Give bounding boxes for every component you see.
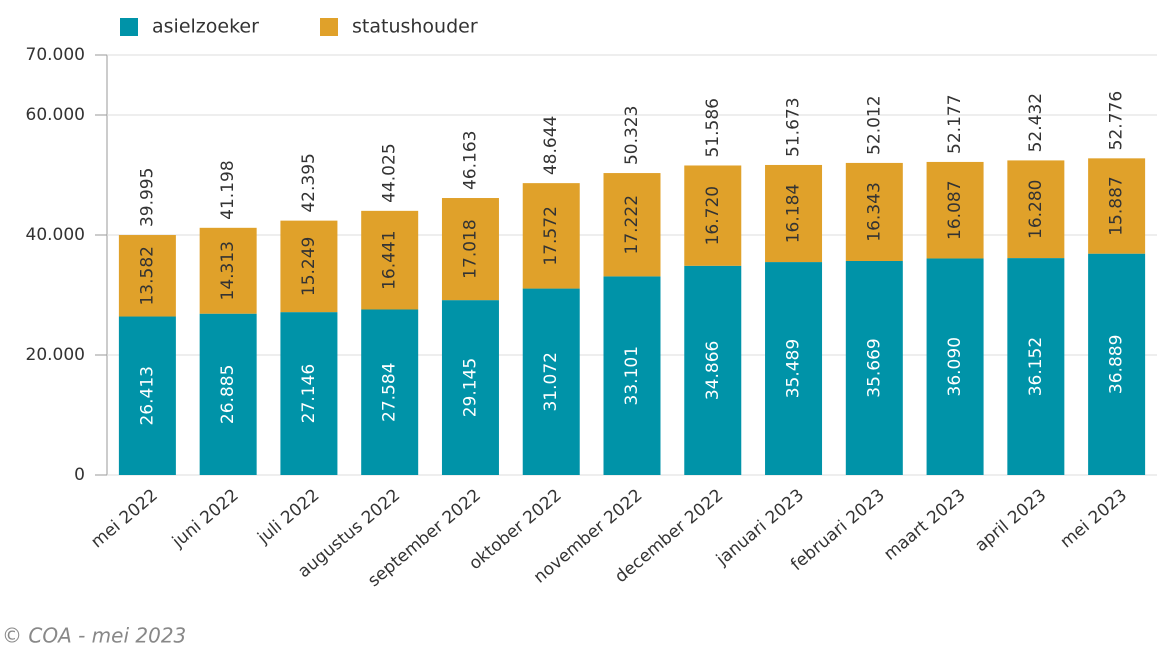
total-label: 52.432 bbox=[1026, 93, 1046, 152]
bar-segment bbox=[1088, 253, 1146, 475]
bar-segment bbox=[1007, 160, 1065, 259]
bar-segment bbox=[280, 312, 338, 475]
value-label: 26.885 bbox=[218, 365, 238, 424]
bar-segment bbox=[603, 173, 661, 277]
bar-segment bbox=[199, 227, 257, 314]
value-label: 33.101 bbox=[622, 346, 642, 405]
bar-segment bbox=[199, 313, 257, 475]
total-label: 46.163 bbox=[460, 131, 480, 190]
value-label: 36.889 bbox=[1107, 335, 1127, 394]
total-label: 50.323 bbox=[622, 106, 642, 165]
total-label: 41.198 bbox=[218, 160, 238, 219]
value-label: 34.866 bbox=[703, 341, 723, 400]
value-label: 31.072 bbox=[541, 352, 561, 411]
bar-segment bbox=[684, 165, 742, 266]
value-label: 29.145 bbox=[460, 358, 480, 417]
total-label: 52.012 bbox=[864, 95, 884, 154]
source: © COA - mei 2023 bbox=[2, 624, 186, 648]
legend-label: statushouder bbox=[352, 16, 478, 38]
value-label: 26.413 bbox=[137, 366, 157, 425]
bar-segment bbox=[1088, 158, 1146, 254]
value-label: 17.572 bbox=[541, 206, 561, 265]
bar-segment bbox=[441, 300, 499, 475]
bar-segment bbox=[361, 210, 419, 310]
value-label: 16.087 bbox=[945, 180, 965, 239]
value-label: 36.152 bbox=[1026, 337, 1046, 396]
total-label: 39.995 bbox=[137, 168, 157, 227]
total-label: 52.177 bbox=[945, 94, 965, 153]
value-label: 17.018 bbox=[460, 219, 480, 278]
value-label: 15.249 bbox=[299, 237, 319, 296]
bar-segment bbox=[361, 309, 419, 475]
bar-segment bbox=[1007, 258, 1065, 475]
bar-segment bbox=[765, 164, 823, 263]
total-label: 42.395 bbox=[299, 153, 319, 212]
value-label: 16.343 bbox=[864, 182, 884, 241]
x-tick-label: maart 2023 bbox=[880, 485, 969, 564]
y-tick-label: 60.000 bbox=[26, 105, 85, 125]
x-tick-label: mei 2022 bbox=[87, 485, 161, 552]
bar-segment bbox=[926, 161, 984, 259]
value-label: 35.489 bbox=[784, 339, 804, 398]
bar-segment bbox=[280, 220, 338, 313]
x-tick-label: juni 2022 bbox=[168, 485, 243, 552]
value-label: 36.090 bbox=[945, 337, 965, 396]
value-label: 15.887 bbox=[1107, 176, 1127, 235]
x-tick-label: april 2023 bbox=[971, 485, 1050, 556]
value-label: 13.582 bbox=[137, 246, 157, 305]
y-tick-label: 40.000 bbox=[26, 225, 85, 245]
x-tick-label: mei 2023 bbox=[1057, 485, 1131, 552]
value-label: 14.313 bbox=[218, 241, 238, 300]
bar-segment bbox=[118, 316, 176, 475]
y-tick-label: 0 bbox=[74, 465, 85, 485]
bar-segment bbox=[845, 162, 903, 261]
value-label: 16.441 bbox=[380, 230, 400, 289]
bar-segment bbox=[118, 235, 176, 317]
value-label: 16.280 bbox=[1026, 180, 1046, 239]
legend-swatch bbox=[120, 18, 138, 36]
bar-segment bbox=[765, 262, 823, 475]
total-label: 52.776 bbox=[1107, 91, 1127, 150]
value-label: 16.184 bbox=[784, 184, 804, 243]
value-label: 35.669 bbox=[864, 338, 884, 397]
value-label: 16.720 bbox=[703, 186, 723, 245]
legend-label: asielzoeker bbox=[152, 16, 259, 38]
total-label: 44.025 bbox=[380, 143, 400, 202]
y-tick-label: 70.000 bbox=[26, 45, 85, 65]
bar-segment bbox=[441, 198, 499, 301]
total-label: 51.586 bbox=[703, 98, 723, 157]
total-label: 51.673 bbox=[784, 97, 804, 156]
value-label: 27.584 bbox=[380, 363, 400, 422]
value-label: 17.222 bbox=[622, 195, 642, 254]
total-label: 48.644 bbox=[541, 116, 561, 175]
bar-segment bbox=[522, 288, 580, 475]
bar-segment bbox=[603, 276, 661, 475]
value-label: 27.146 bbox=[299, 364, 319, 423]
bar-segment bbox=[845, 260, 903, 475]
bar-segment bbox=[684, 265, 742, 475]
x-tick-label: juli 2022 bbox=[253, 485, 323, 548]
legend-swatch bbox=[320, 18, 338, 36]
bar-segment bbox=[522, 183, 580, 289]
bar-segment bbox=[926, 258, 984, 475]
y-tick-label: 20.000 bbox=[26, 345, 85, 365]
